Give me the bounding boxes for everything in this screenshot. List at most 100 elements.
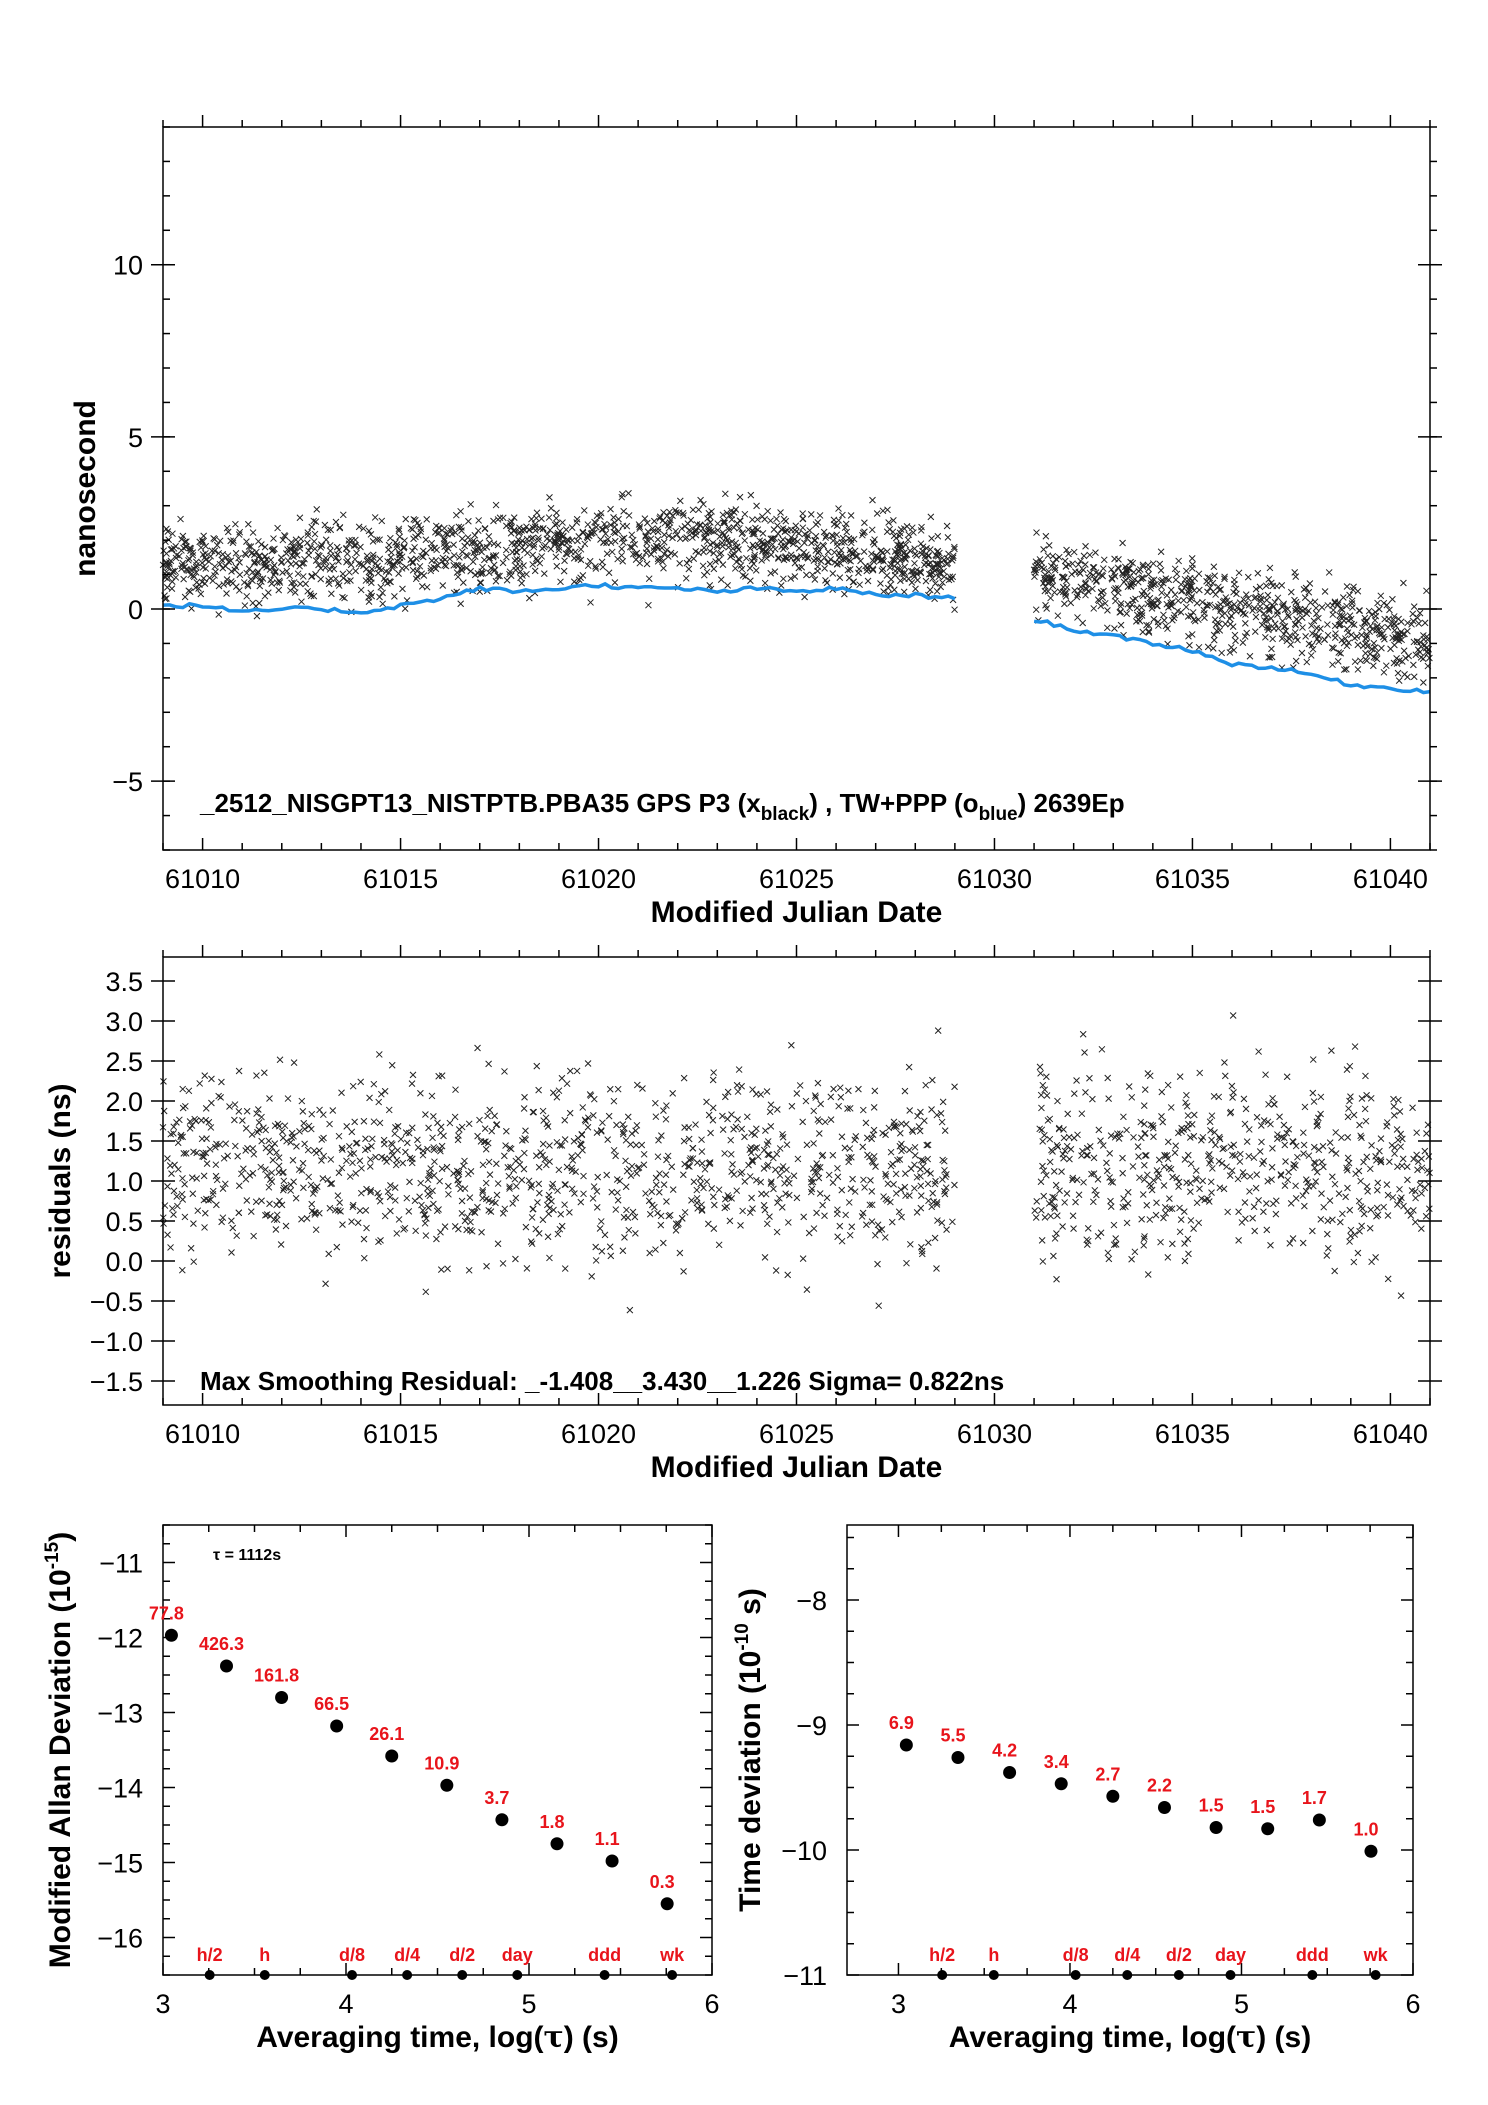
- gps-p3-point: [369, 537, 377, 545]
- gps-p3-point: [917, 568, 924, 576]
- mdev-point-label: 10.9: [424, 1753, 459, 1773]
- middle-xtick-label: 61035: [1155, 1419, 1230, 1449]
- gps-p3-point: [443, 547, 450, 555]
- gps-p3-point: [494, 541, 502, 549]
- gps-p3-point: [395, 570, 402, 577]
- gps-p3-point: [343, 544, 350, 552]
- gps-p3-point: [741, 510, 749, 518]
- mdev-time-marker: [599, 1970, 610, 1980]
- tdev-point: [1364, 1844, 1378, 1858]
- gps-p3-point: [339, 511, 347, 519]
- gps-p3-point: [706, 560, 714, 568]
- gps-p3-point: [223, 524, 231, 532]
- gps-p3-point: [719, 561, 727, 568]
- gps-p3-point: [917, 527, 925, 534]
- gps-p3-point: [787, 575, 795, 582]
- middle-xtick-label: 61020: [561, 1419, 636, 1449]
- gps-p3-point: [183, 538, 190, 545]
- gps-p3-point: [868, 526, 876, 534]
- gps-p3-point: [232, 549, 240, 557]
- gps-p3-point: [746, 545, 754, 552]
- gps-p3-point: [562, 550, 570, 557]
- middle-ytick-label: 1.5: [105, 1127, 143, 1157]
- gps-p3-point: [399, 585, 406, 593]
- gps-p3-point: [364, 558, 371, 566]
- gps-p3-point: [843, 528, 851, 536]
- gps-p3-point: [441, 561, 448, 569]
- gps-p3-point: [710, 565, 718, 573]
- gps-p3-point: [1298, 649, 1306, 657]
- gps-p3-point: [665, 524, 673, 532]
- gps-p3-point: [1089, 585, 1096, 593]
- gps-p3-point: [934, 560, 942, 568]
- gps-p3-point: [355, 523, 363, 531]
- gps-p3-point: [690, 555, 698, 562]
- gps-p3-point: [407, 556, 415, 563]
- gps-p3-point: [1052, 555, 1060, 563]
- gps-p3-point: [471, 571, 479, 579]
- gps-p3-point: [398, 565, 406, 572]
- gps-p3-point: [409, 547, 416, 555]
- mdev-ytick-label: −15: [97, 1849, 143, 1879]
- gps-p3-point: [518, 537, 526, 545]
- tdev-time-marker: [1173, 1970, 1184, 1980]
- gps-p3-point: [736, 517, 744, 525]
- gps-p3-point: [267, 576, 274, 584]
- gps-p3-point: [1404, 619, 1411, 627]
- gps-p3-point: [568, 536, 576, 544]
- gps-p3-point: [200, 574, 207, 582]
- gps-p3-point: [949, 552, 957, 560]
- tdev-xtick-label: 5: [1234, 1989, 1249, 2019]
- gps-p3-point: [887, 560, 895, 568]
- gps-p3-point: [553, 520, 561, 528]
- gps-p3-point: [551, 521, 559, 529]
- gps-p3-point: [1354, 587, 1362, 595]
- gps-p3-point: [738, 530, 746, 538]
- gps-p3-point: [663, 546, 671, 554]
- gps-p3-point: [598, 526, 606, 533]
- gps-p3-point: [391, 561, 398, 569]
- gps-p3-point: [775, 555, 782, 562]
- gps-p3-point: [724, 582, 731, 589]
- gps-p3-point: [288, 552, 296, 560]
- gps-p3-point: [490, 517, 497, 525]
- gps-p3-point: [900, 570, 908, 578]
- gps-p3-point: [304, 529, 312, 537]
- gps-p3-point: [750, 560, 757, 568]
- gps-p3-point: [618, 493, 626, 501]
- gps-p3-point: [918, 550, 926, 558]
- gps-p3-point: [332, 575, 340, 583]
- gps-p3-point: [697, 496, 704, 504]
- gps-p3-point: [861, 519, 868, 527]
- tdev-point: [899, 1738, 913, 1752]
- gps-p3-point: [172, 542, 179, 550]
- middle-y-axis-title: residuals (ns): [44, 1083, 77, 1278]
- gps-p3-point: [1101, 599, 1109, 607]
- tdev-point-label: 1.7: [1302, 1788, 1327, 1808]
- tdev-point: [1003, 1766, 1017, 1779]
- mdev-time-marker: [457, 1970, 468, 1980]
- gps-p3-point: [274, 524, 281, 532]
- gps-p3-point: [311, 545, 319, 553]
- gps-p3-point: [300, 559, 308, 567]
- gps-p3-point: [292, 547, 299, 555]
- gps-p3-point: [799, 515, 807, 522]
- gps-p3-point: [275, 586, 283, 594]
- gps-p3-point: [410, 535, 417, 543]
- gps-p3-point: [215, 611, 223, 618]
- gps-p3-point: [310, 592, 318, 600]
- gps-p3-point: [647, 551, 655, 558]
- gps-p3-point: [302, 580, 310, 588]
- gps-p3-point: [1338, 612, 1346, 620]
- gps-p3-point: [901, 554, 908, 562]
- gps-p3-point: [210, 534, 217, 542]
- gps-p3-point: [216, 537, 224, 545]
- gps-p3-point: [593, 523, 600, 531]
- gps-p3-point: [412, 575, 420, 583]
- gps-p3-point: [352, 567, 359, 575]
- tdev-time-marker: [988, 1970, 999, 1980]
- gps-p3-point: [639, 554, 647, 562]
- gps-p3-point: [933, 560, 941, 568]
- gps-p3-point: [676, 559, 684, 567]
- gps-p3-point: [269, 563, 277, 571]
